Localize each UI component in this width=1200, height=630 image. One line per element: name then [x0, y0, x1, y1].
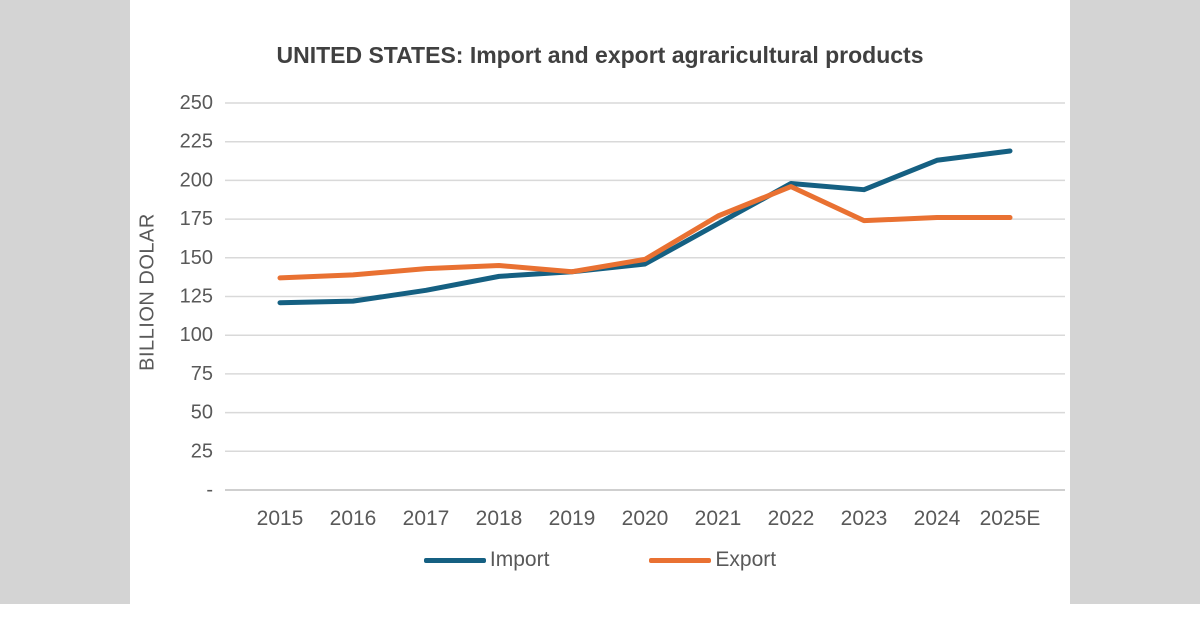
export-series-line	[277, 184, 1013, 281]
legend-item-export: Export	[649, 548, 776, 572]
x-tick-label: 2019	[549, 507, 596, 530]
line-chart-svg: - 25 50 75 100 125 150 175 200 225 250 2015 2016 2017…	[180, 92, 1065, 530]
x-tick-label: 2025E	[980, 507, 1041, 530]
export-line-swatch	[649, 557, 712, 563]
y-tick-label: 250	[180, 95, 213, 114]
chart-card: UNITED STATES: Import and export agraric…	[130, 0, 1070, 630]
y-tick-label: 75	[191, 363, 213, 385]
y-tick-label: -	[206, 479, 213, 501]
x-tick-label: 2023	[841, 507, 888, 530]
y-tick-label: 200	[180, 169, 213, 191]
chart-title: UNITED STATES: Import and export agraric…	[276, 42, 924, 68]
legend-label-export: Export	[715, 548, 777, 571]
x-tick-label: 2016	[330, 507, 377, 530]
y-tick-label: 125	[180, 286, 213, 308]
x-tick-label: 2017	[403, 507, 450, 530]
legend-label-import: Import	[489, 548, 550, 571]
x-tick-label: 2020	[622, 507, 669, 530]
y-tick-label: 150	[180, 247, 213, 269]
x-tick-label: 2015	[257, 507, 304, 530]
x-tick-label: 2018	[476, 507, 523, 530]
x-tick-label: 2022	[768, 507, 815, 530]
y-tick-label: 50	[191, 402, 213, 424]
import-series-line	[277, 148, 1013, 306]
x-tick-label: 2021	[695, 507, 742, 530]
y-tick-label: 100	[180, 324, 213, 346]
x-tick-label: 2024	[914, 507, 961, 530]
y-tick-label: 225	[180, 131, 213, 153]
import-line-swatch	[423, 557, 486, 563]
plot-area: - 25 50 75 100 125 150 175 200 225 250 2015 2016 2017…	[130, 92, 1070, 545]
y-tick-label: 25	[191, 440, 213, 462]
legend: Import Export	[130, 548, 1070, 572]
legend-item-import: Import	[423, 548, 550, 572]
y-tick-label: 175	[180, 208, 213, 230]
